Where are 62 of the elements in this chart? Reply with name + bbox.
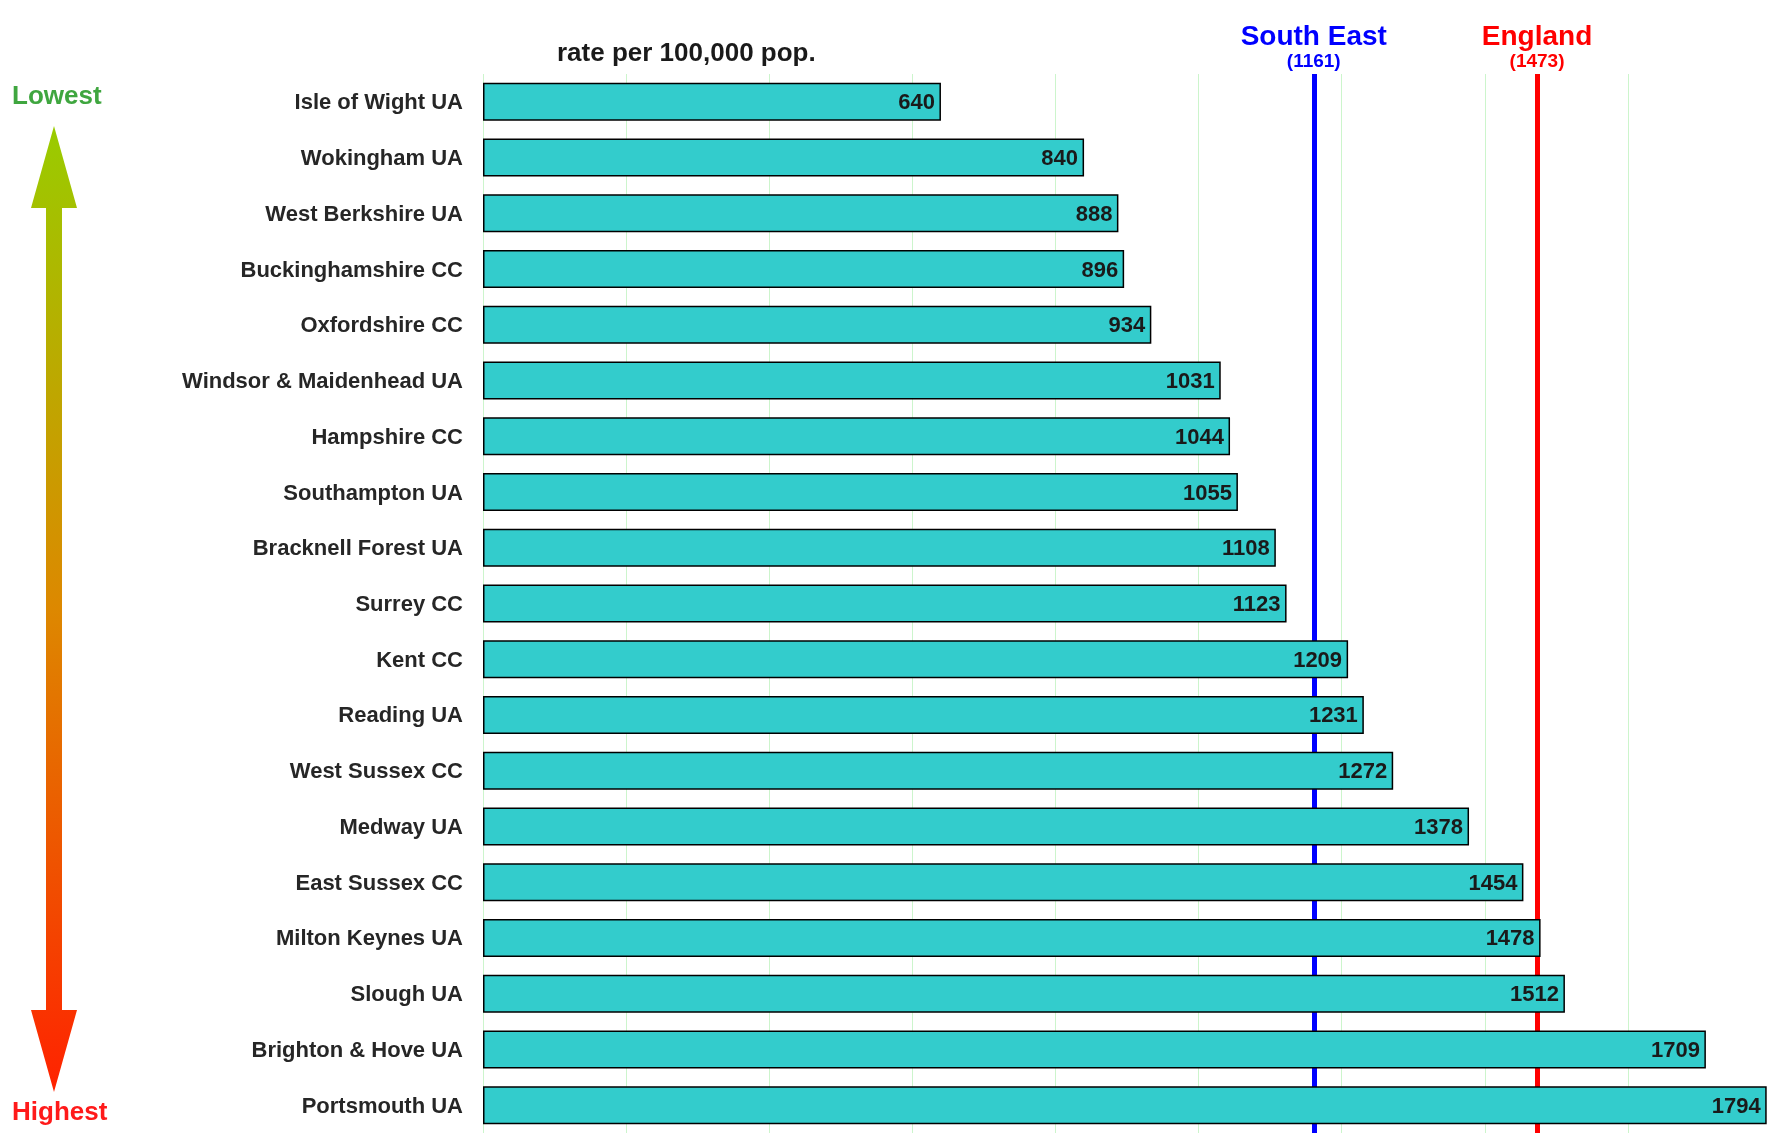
chart-title: rate per 100,000 pop. (557, 37, 816, 67)
y-tick-label: Brighton & Hove UA (251, 1036, 464, 1062)
text: Highest (12, 1096, 108, 1126)
data-label: 1231 (1308, 702, 1358, 728)
bar (483, 918, 1541, 957)
bar (483, 138, 1085, 177)
y-tick-label: Buckinghamshire CC (240, 256, 464, 282)
y-tick-label: Kent CC (376, 646, 464, 672)
text: Lowest (12, 80, 102, 110)
y-tick-label: Isle of Wight UA (294, 89, 464, 115)
y-tick-label: Portsmouth UA (301, 1092, 464, 1118)
bar (483, 82, 941, 121)
data-label: 640 (898, 89, 935, 115)
y-tick-label: Windsor & Maidenhead UA (182, 368, 464, 394)
bar (483, 361, 1221, 400)
y-tick-label: Slough UA (350, 981, 464, 1007)
y-tick-label: East Sussex CC (295, 869, 464, 895)
data-label: 840 (1041, 145, 1079, 171)
data-label: 934 (1108, 312, 1147, 338)
data-label: 1454 (1468, 869, 1519, 895)
bar (483, 863, 1524, 902)
ref-line-label: South East (1161) (1240, 19, 1387, 71)
data-label: 888 (1075, 200, 1113, 226)
y-tick-label: Medway UA (339, 813, 464, 839)
data-label: 1031 (1165, 368, 1215, 394)
bar (483, 194, 1119, 233)
bar (483, 751, 1394, 790)
y-tick-label: Surrey CC (355, 591, 464, 616)
bar (483, 695, 1364, 734)
y-tick-label: West Berkshire UA (265, 200, 464, 226)
data-label: 1272 (1338, 758, 1388, 784)
y-tick-label: Hampshire CC (311, 423, 464, 449)
bar (483, 584, 1287, 623)
data-label: 1044 (1175, 423, 1225, 449)
data-label: 896 (1081, 256, 1119, 282)
y-tick-label: Bracknell Forest UA (252, 535, 464, 561)
data-label: 1478 (1485, 925, 1535, 951)
bar (483, 974, 1565, 1013)
bar (483, 528, 1276, 567)
data-label: 1512 (1509, 981, 1559, 1007)
data-label: 1055 (1182, 479, 1232, 505)
data-label: 1123 (1232, 591, 1281, 616)
y-tick-label: West Sussex CC (289, 758, 464, 784)
data-label: 1108 (1222, 535, 1270, 561)
data-label: 1209 (1293, 646, 1343, 672)
data-label: 1378 (1414, 813, 1464, 839)
y-tick-label: Reading UA (338, 702, 464, 728)
data-label: 1794 (1711, 1092, 1762, 1118)
y-tick-label: Milton Keynes UA (275, 925, 464, 951)
data-label: 1709 (1650, 1036, 1700, 1062)
bar (483, 1030, 1706, 1069)
y-tick-label: Oxfordshire CC (300, 312, 464, 338)
bar (483, 640, 1349, 679)
bar (483, 473, 1238, 512)
bar (483, 305, 1152, 344)
bar (483, 417, 1231, 456)
bar (483, 807, 1470, 846)
bar (483, 250, 1125, 289)
ref-line-label: England (1473) (1481, 19, 1593, 71)
y-tick-label: Wokingham UA (300, 145, 464, 171)
bar (483, 1086, 1767, 1125)
y-tick-label: Southampton UA (283, 479, 464, 505)
